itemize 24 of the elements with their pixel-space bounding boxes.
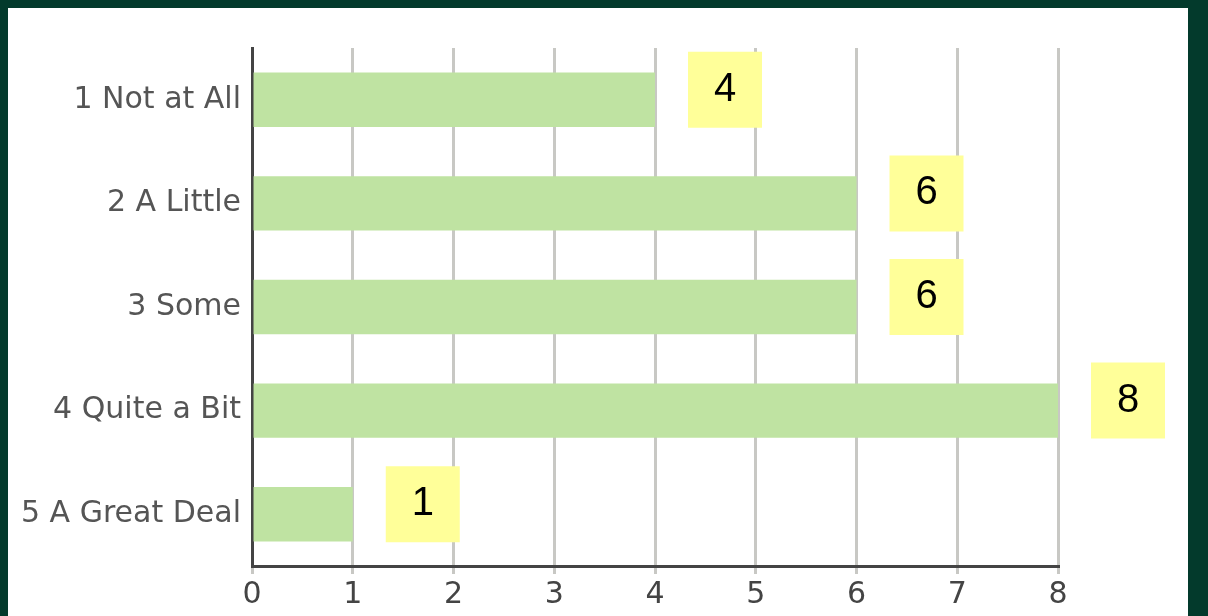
- y-tick-label: 3 Some: [127, 286, 242, 322]
- x-tick-label: 4: [645, 574, 665, 610]
- bar: [253, 72, 656, 127]
- data-label: 6: [915, 168, 938, 213]
- data-label: 1: [411, 479, 434, 524]
- data-label: 6: [915, 272, 938, 317]
- data-label: 8: [1116, 375, 1140, 420]
- y-tick-label: 1 Not at All: [73, 79, 242, 115]
- bar: [253, 279, 857, 335]
- x-tick-label: 2: [443, 574, 464, 610]
- x-tick-label: 8: [1048, 574, 1068, 610]
- data-label: 4: [713, 64, 737, 109]
- x-tick-label: 7: [947, 574, 967, 610]
- y-tick-label: 4 Quite a Bit: [53, 390, 242, 426]
- bar: [253, 487, 353, 542]
- bar: [253, 176, 857, 231]
- y-tick-label: 2 A Little: [106, 183, 242, 219]
- bar: [253, 383, 1058, 438]
- x-tick-label: 6: [846, 574, 867, 610]
- y-tick-label: 5 A Great Deal: [20, 494, 242, 529]
- x-tick-label: 1: [343, 574, 363, 610]
- x-tick-label: 3: [544, 574, 564, 610]
- x-tick-label: 0: [242, 574, 262, 610]
- x-tick-label: 5: [746, 574, 766, 610]
